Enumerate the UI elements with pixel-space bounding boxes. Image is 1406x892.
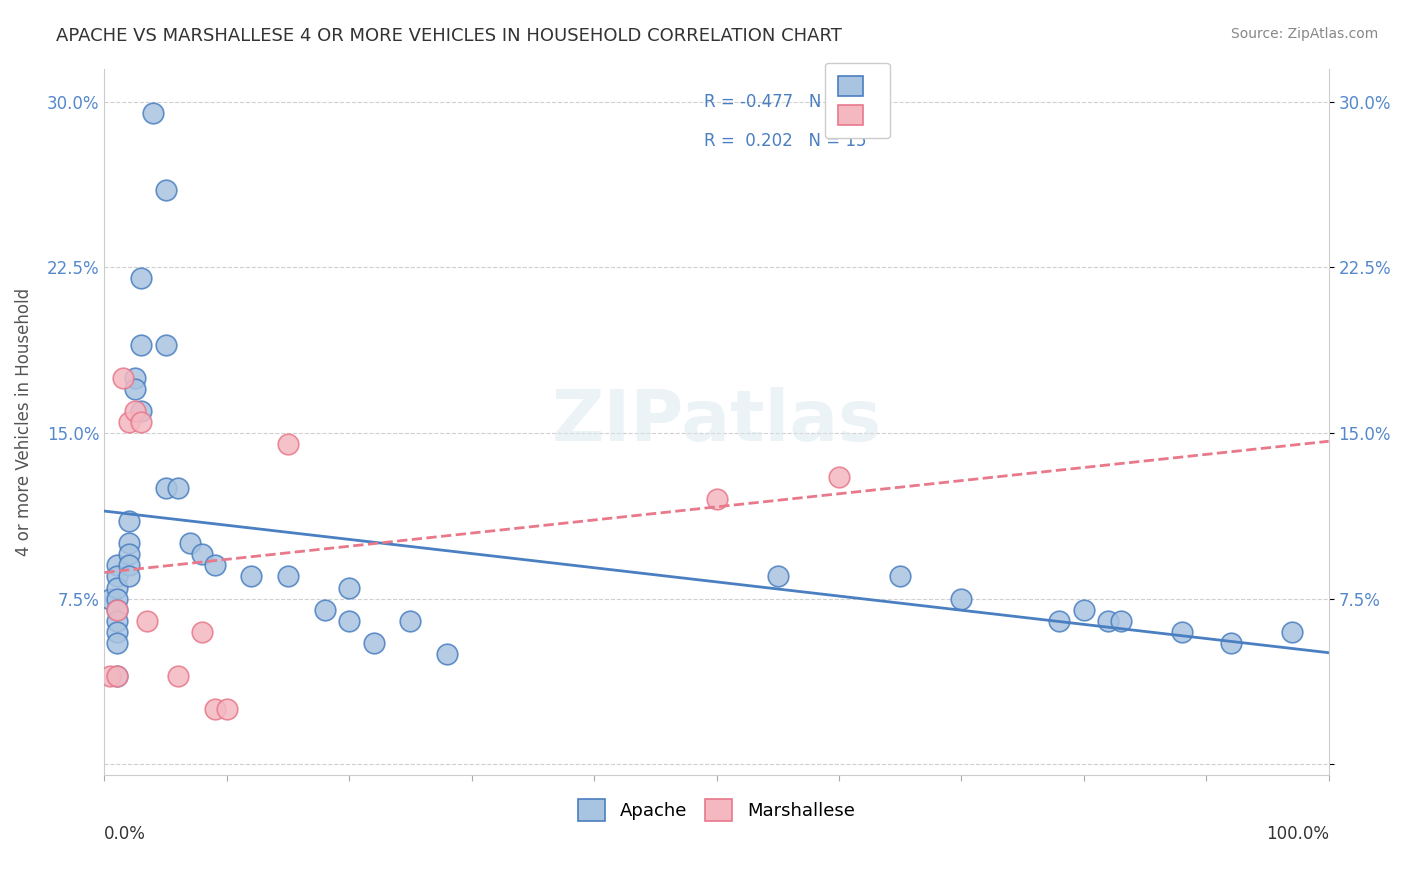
Apache: [889, 569, 911, 583]
Apache: [277, 569, 299, 583]
Y-axis label: 4 or more Vehicles in Household: 4 or more Vehicles in Household: [15, 288, 32, 556]
Apache: [1219, 636, 1241, 650]
Apache: [363, 636, 385, 650]
Marshallese: [111, 370, 134, 384]
Marshallese: [191, 624, 214, 639]
Apache: [191, 548, 214, 562]
Marshallese: [166, 669, 188, 683]
Apache: [399, 614, 422, 628]
Marshallese: [136, 614, 159, 628]
Marshallese: [118, 415, 141, 429]
Apache: [240, 569, 263, 583]
Apache: [337, 614, 360, 628]
Apache: [105, 669, 128, 683]
Marshallese: [828, 470, 851, 484]
Apache: [1097, 614, 1119, 628]
Apache: [155, 337, 177, 351]
Apache: [950, 591, 973, 606]
Marshallese: [100, 669, 122, 683]
Apache: [129, 337, 152, 351]
Marshallese: [105, 602, 128, 616]
Marshallese: [204, 702, 226, 716]
Apache: [118, 514, 141, 528]
Apache: [1170, 624, 1192, 639]
Apache: [118, 548, 141, 562]
Apache: [129, 404, 152, 418]
Apache: [1073, 602, 1095, 616]
Apache: [129, 271, 152, 285]
Apache: [105, 581, 128, 595]
Apache: [105, 614, 128, 628]
Text: ZIPatlas: ZIPatlas: [551, 387, 882, 457]
Marshallese: [215, 702, 238, 716]
Legend: Apache, Marshallese: Apache, Marshallese: [569, 789, 863, 830]
Apache: [118, 536, 141, 550]
Apache: [118, 569, 141, 583]
Apache: [105, 602, 128, 616]
Apache: [105, 558, 128, 573]
Apache: [436, 647, 458, 661]
Apache: [124, 382, 146, 396]
Text: APACHE VS MARSHALLESE 4 OR MORE VEHICLES IN HOUSEHOLD CORRELATION CHART: APACHE VS MARSHALLESE 4 OR MORE VEHICLES…: [56, 27, 842, 45]
Marshallese: [277, 437, 299, 451]
Marshallese: [706, 492, 728, 507]
Apache: [204, 558, 226, 573]
Apache: [105, 569, 128, 583]
Apache: [118, 558, 141, 573]
Marshallese: [105, 669, 128, 683]
Apache: [314, 602, 336, 616]
Marshallese: [124, 404, 146, 418]
Apache: [166, 481, 188, 495]
Apache: [337, 581, 360, 595]
Apache: [1281, 624, 1303, 639]
Apache: [100, 591, 122, 606]
Apache: [1047, 614, 1070, 628]
Apache: [155, 481, 177, 495]
Apache: [105, 624, 128, 639]
Text: R = -0.477   N = 46: R = -0.477 N = 46: [704, 94, 868, 112]
Apache: [766, 569, 789, 583]
Apache: [142, 105, 165, 120]
Apache: [124, 370, 146, 384]
Apache: [105, 591, 128, 606]
Text: 0.0%: 0.0%: [104, 825, 146, 843]
Text: 100.0%: 100.0%: [1265, 825, 1329, 843]
Marshallese: [129, 415, 152, 429]
Apache: [105, 636, 128, 650]
Apache: [179, 536, 201, 550]
Text: R =  0.202   N = 15: R = 0.202 N = 15: [704, 132, 866, 150]
Apache: [155, 183, 177, 197]
Apache: [1109, 614, 1132, 628]
Text: Source: ZipAtlas.com: Source: ZipAtlas.com: [1230, 27, 1378, 41]
